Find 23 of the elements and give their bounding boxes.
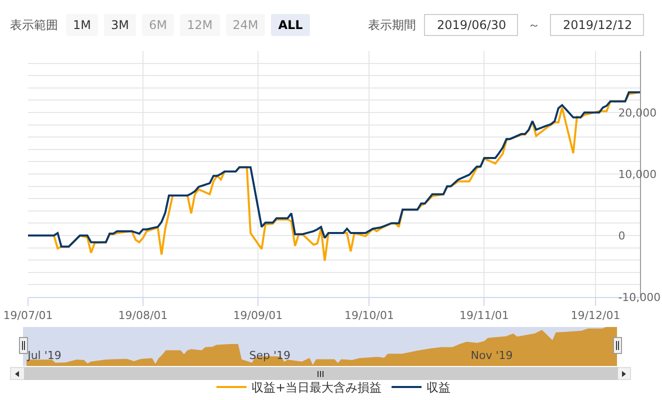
x-tick-label: 19/09/01: [233, 309, 283, 322]
x-tick-label: 19/07/01: [3, 309, 53, 322]
text: ～: [528, 16, 540, 34]
y-tick-label: 0: [618, 229, 626, 242]
x-tick-label: 19/11/01: [460, 309, 509, 322]
legend-label: 収益+当日最大含み損益: [252, 380, 382, 395]
x-tick-label: 19/10/01: [344, 309, 394, 322]
text: 2019/06/30: [424, 14, 518, 36]
legend-label: 収益: [426, 380, 451, 395]
text: 24M: [226, 14, 266, 36]
x-tick-label: 19/12/01: [570, 309, 620, 322]
text: 12M: [180, 14, 220, 36]
y-tick-label: -10,000: [618, 290, 661, 304]
text: 1M: [66, 14, 98, 36]
text: 2019/12/12: [550, 14, 644, 36]
x-tick-label: Jul '19: [26, 349, 62, 362]
text: 表示範囲: [10, 16, 58, 34]
text: 3M: [104, 14, 136, 36]
x-tick-label: Nov '19: [470, 349, 513, 362]
x-tick-label: 19/08/01: [118, 309, 168, 322]
text: ALL: [271, 14, 310, 36]
text: 6M: [142, 14, 174, 36]
text: 表示期間: [368, 16, 416, 34]
